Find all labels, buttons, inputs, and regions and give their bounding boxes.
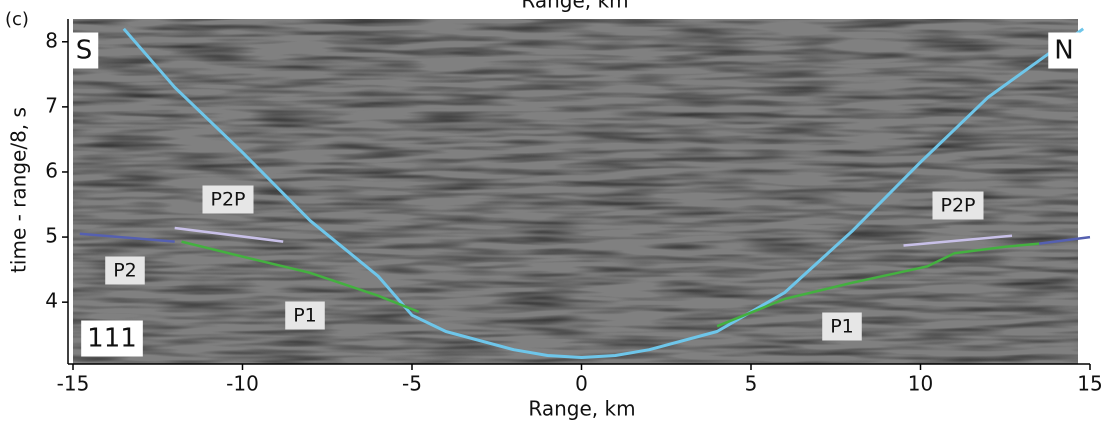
annotation-box <box>202 185 254 214</box>
annotation-box <box>285 301 325 330</box>
y-tick-label: 7 <box>45 93 58 117</box>
pick-line <box>174 226 284 243</box>
x-tick-label: 10 <box>908 372 933 396</box>
annotation-box <box>69 32 99 69</box>
annotation-box <box>81 320 143 357</box>
pick-line <box>903 234 1013 247</box>
annotation-box <box>1048 32 1080 69</box>
x-tick-label: -10 <box>226 372 259 396</box>
pick-line <box>79 232 175 243</box>
x-tick-label: -5 <box>402 372 422 396</box>
x-tick-label: -15 <box>57 372 90 396</box>
x-tick-label: 0 <box>575 372 588 396</box>
pick-line <box>122 27 1085 359</box>
pick-line <box>1039 235 1091 245</box>
annotation-box <box>105 256 145 285</box>
x-axis-top-label: Range, km <box>521 0 628 13</box>
annotation-label: P2 <box>113 260 137 282</box>
annotation-label: P2P <box>940 195 975 217</box>
x-axis-label: Range, km <box>528 397 635 421</box>
x-tick-label: 5 <box>745 372 758 396</box>
annotation-label: P2P <box>210 189 245 211</box>
y-tick-label: 4 <box>45 289 58 313</box>
annotation-label: N <box>1054 36 1073 66</box>
pick-line <box>181 240 420 314</box>
y-tick-label: 5 <box>45 224 58 248</box>
pick-line <box>716 242 1040 328</box>
y-axis-label: time - range/8, s <box>7 107 31 273</box>
x-tick-label: 15 <box>1077 372 1102 396</box>
y-tick-label: 6 <box>45 158 58 182</box>
annotation-label: S <box>76 36 93 66</box>
annotation-box <box>822 312 862 341</box>
annotation-label: 111 <box>87 324 137 354</box>
annotation-box <box>932 191 984 220</box>
annotation-label: P1 <box>830 316 854 338</box>
y-tick-label: 8 <box>45 28 58 52</box>
panel-label: (c) <box>5 9 29 30</box>
annotation-label: P1 <box>293 305 317 327</box>
